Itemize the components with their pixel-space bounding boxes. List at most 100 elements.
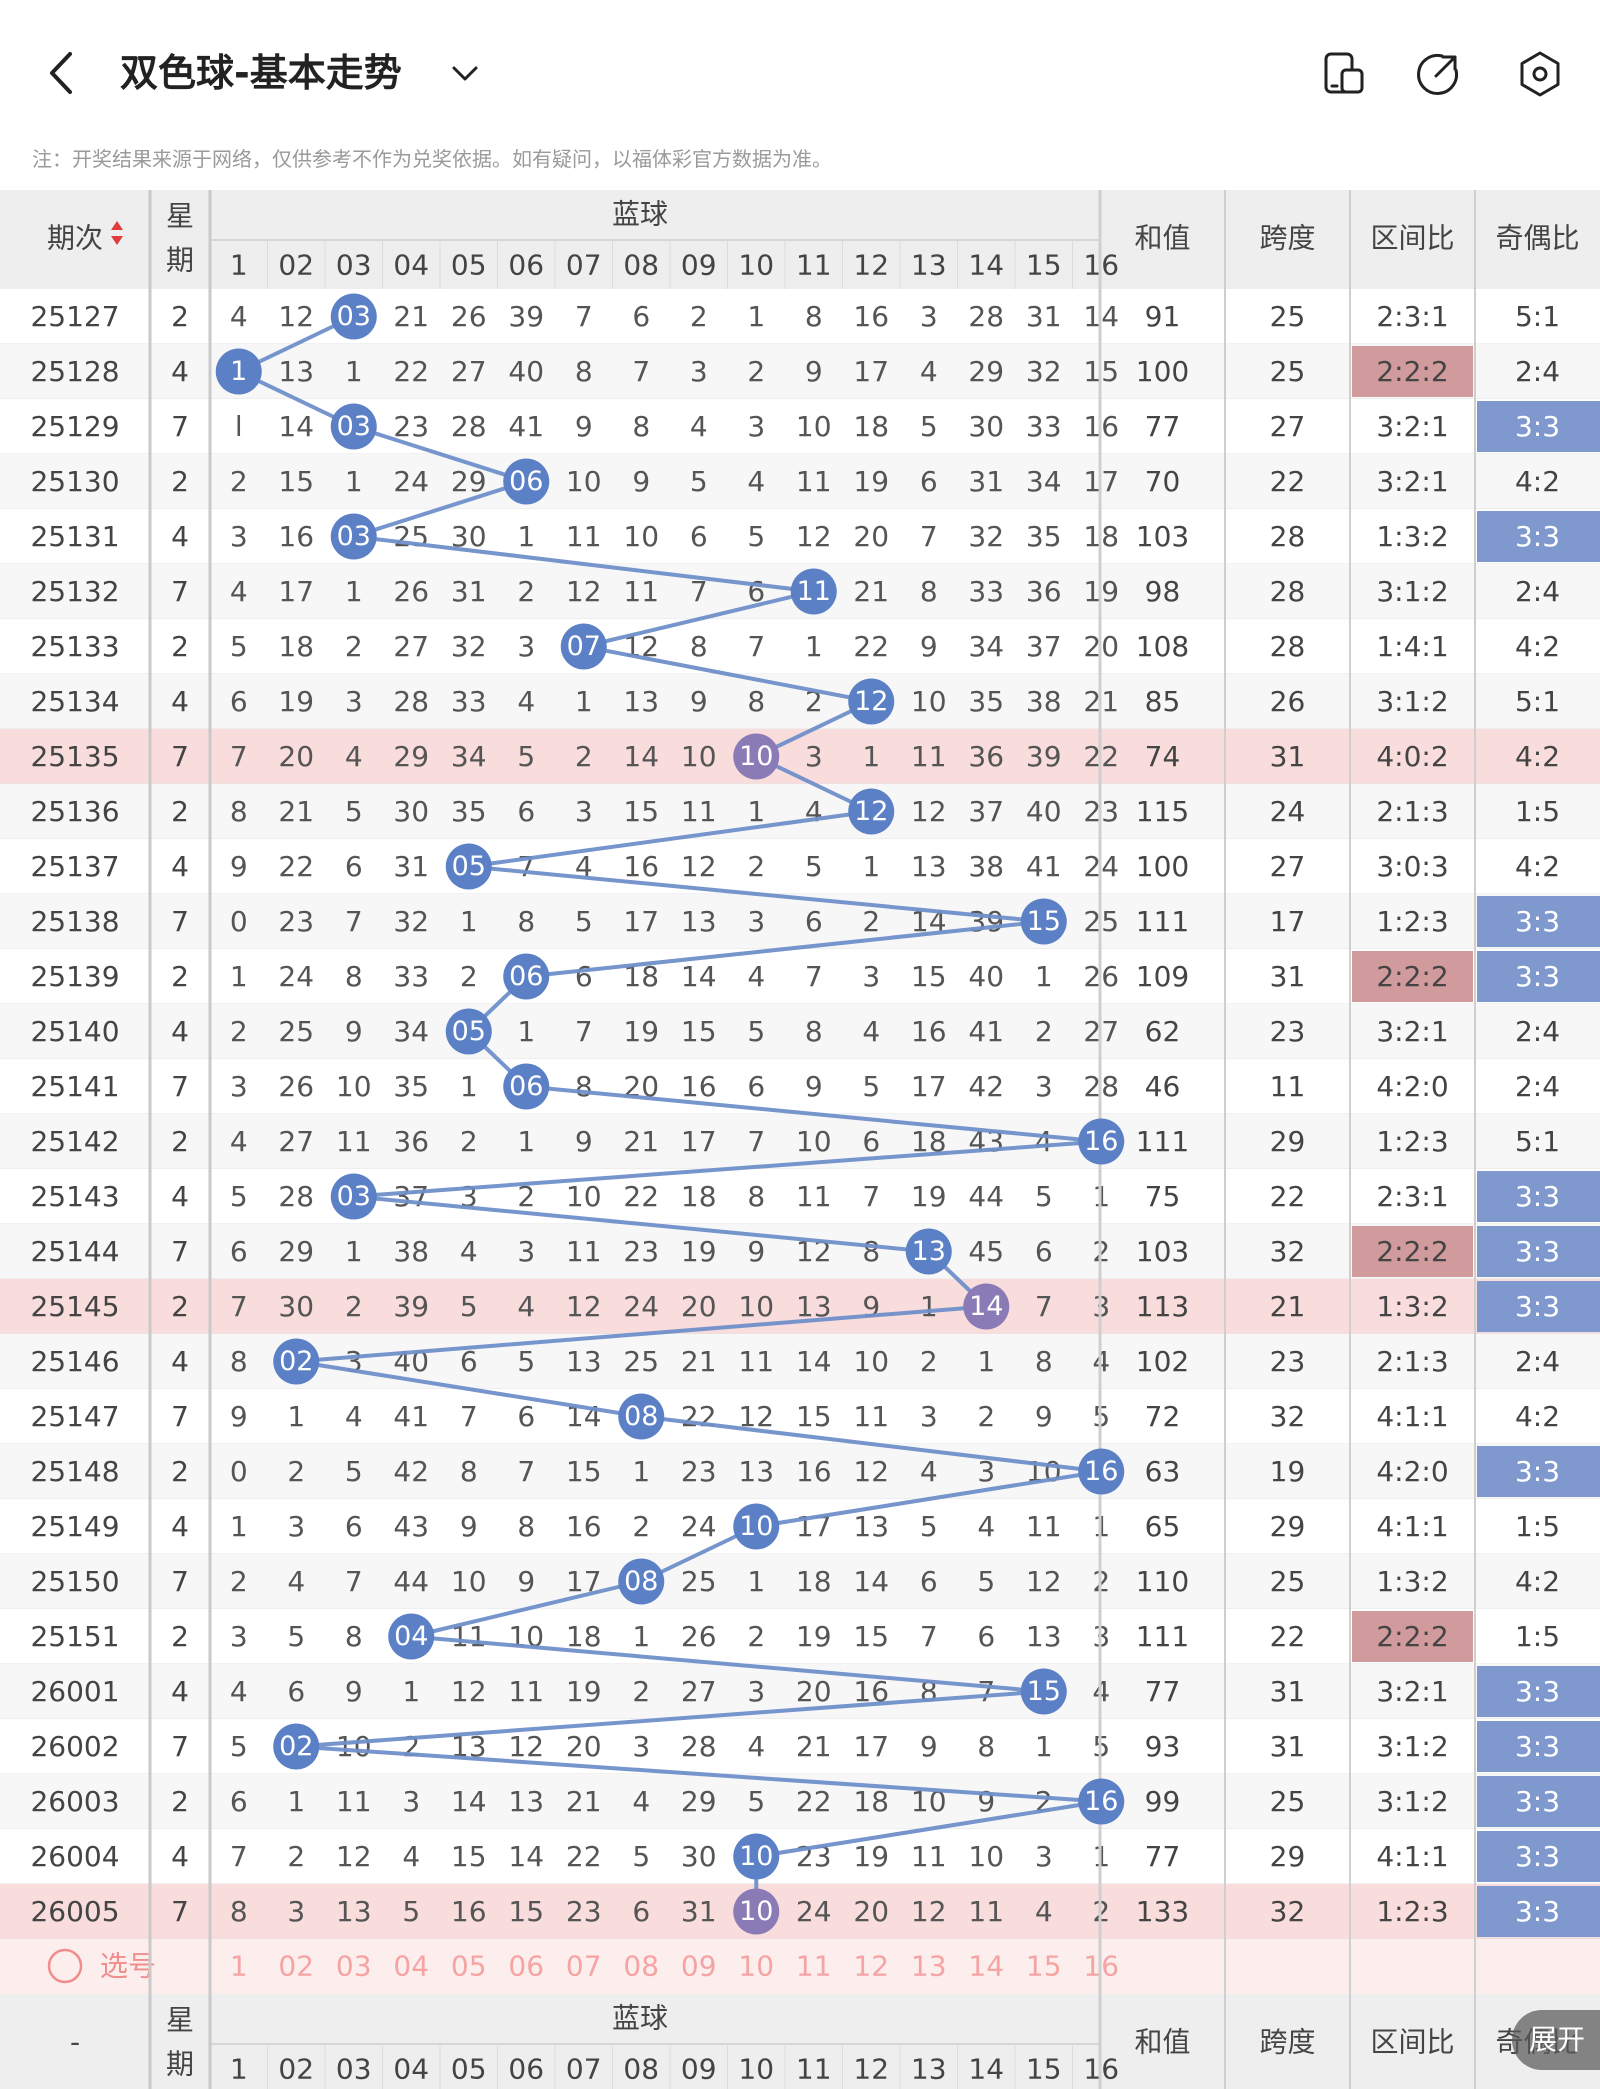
miss-count-cell: 15 [508,1895,544,1928]
odd-even-cell: 4:2 [1515,465,1560,498]
miss-count-cell: 20 [853,1895,889,1928]
miss-count-cell: 8 [460,1455,478,1488]
odd-even-highlight [1477,1721,1600,1772]
disclaimer-note: 注：开奖结果来源于网络，仅供参考不作为兑奖依据。如有疑问，以福体彩官方数据为准。 [32,147,832,171]
table-row [0,1444,1600,1499]
zone-ratio-cell: 3:1:2 [1376,575,1448,608]
share-icon[interactable] [1412,48,1464,100]
miss-count-cell: 13 [566,1345,602,1378]
miss-count-cell: 24 [393,465,429,498]
chevron-down-icon[interactable] [446,54,484,92]
miss-count-cell: 4 [805,795,823,828]
miss-count-cell: 8 [805,300,823,333]
miss-count-cell: 11 [911,740,947,773]
miss-count-cell: 4 [460,1235,478,1268]
odd-even-cell: 1:5 [1515,1620,1560,1653]
bottom-column-header: 04 [393,2053,429,2086]
odd-even-highlight [1477,896,1600,947]
zone-ratio-cell: 3:1:2 [1376,1730,1448,1763]
miss-count-cell: 18 [853,1785,889,1818]
blue-ball-hit [330,513,377,560]
period-cell: 25143 [30,1180,119,1213]
sum-cell: 115 [1136,795,1189,828]
miss-count-cell: 8 [920,575,938,608]
expand-button[interactable]: 展开 [1512,2010,1600,2070]
miss-count-cell: 2 [575,740,593,773]
zone-ratio-cell: 3:2:1 [1376,465,1448,498]
device-switch-icon[interactable] [1318,48,1370,100]
miss-count-cell: 2 [690,300,708,333]
miss-count-cell: 2 [230,465,248,498]
miss-count-cell: 22 [278,850,314,883]
blue-ball-number: 15 [1027,906,1061,937]
select-number: 1 [230,1950,248,1983]
span-cell: 21 [1270,1290,1306,1323]
odd-even-cell: 5:1 [1515,685,1560,718]
miss-count-cell: 17 [681,1125,717,1158]
miss-count-cell: 26 [451,300,487,333]
miss-count-cell: 8 [517,1510,535,1543]
miss-count-cell: 5 [747,1785,765,1818]
miss-count-cell: 7 [575,1015,593,1048]
miss-count-cell: 3 [345,685,363,718]
weekday-cell: 2 [171,960,189,993]
select-label: 选号 [100,1950,156,1983]
blue-ball-number: 05 [452,1016,486,1047]
miss-count-cell: 19 [681,1235,717,1268]
miss-count-cell: 6 [1035,1235,1053,1268]
miss-count-cell: 7 [1035,1290,1053,1323]
blue-ball-hit [445,843,492,890]
trend-grid: 期次星期蓝球1020304050607080910111213141516和值跨… [0,190,1600,2089]
miss-count-cell: 18 [278,630,314,663]
miss-count-cell: 37 [393,1180,429,1213]
miss-count-cell: 41 [1026,850,1062,883]
settings-icon[interactable] [1514,48,1566,100]
odd-even-cell: 3:3 [1515,1235,1560,1268]
miss-count-cell: 35 [451,795,487,828]
miss-count-cell: 7 [517,1455,535,1488]
weekday-cell: 4 [171,1345,189,1378]
blue-ball-hit [733,1888,780,1935]
sum-cell: 63 [1145,1455,1181,1488]
miss-count-cell: 20 [853,520,889,553]
sum-cell: 110 [1136,1565,1189,1598]
blue-ball-number: 06 [509,466,543,497]
miss-count-cell: 2 [345,1290,363,1323]
blue-ball-group-header: 蓝球 [612,198,668,231]
miss-count-cell: 2 [517,575,535,608]
miss-count-cell: 1 [1035,960,1053,993]
miss-count-cell: 11 [336,1785,372,1818]
back-arrow-icon[interactable] [38,48,88,98]
miss-count-cell: 11 [911,1840,947,1873]
sum-cell: 77 [1145,1675,1181,1708]
miss-count-cell: 5 [517,1345,535,1378]
miss-count-cell: 6 [632,300,650,333]
miss-count-cell: 25 [393,520,429,553]
miss-count-cell: 15 [911,960,947,993]
miss-count-cell: 26 [681,1620,717,1653]
zone-ratio-highlight [1352,346,1473,397]
blue-ball-hit [733,1833,780,1880]
odd-even-cell: 2:4 [1515,1015,1560,1048]
sum-cell: 85 [1145,685,1181,718]
miss-count-cell: 5 [747,1015,765,1048]
period-cell: 25139 [30,960,119,993]
miss-count-cell: 1 [345,1235,363,1268]
miss-count-cell: 12 [566,1290,602,1323]
miss-count-cell: 18 [853,410,889,443]
miss-count-cell: 40 [1026,795,1062,828]
miss-count-cell: 5 [402,1895,420,1928]
weekday-cell: 2 [171,465,189,498]
blue-ball-number: 08 [624,1566,658,1597]
blue-ball-hit [273,1723,320,1770]
miss-count-cell: 4 [345,1400,363,1433]
blue-ball-number: 10 [739,1896,773,1927]
miss-count-cell: 8 [747,685,765,718]
weekday-cell: 4 [171,1675,189,1708]
table-row [0,1719,1600,1774]
period-cell: 25135 [30,740,119,773]
miss-count-cell: 4 [632,1785,650,1818]
sum-cell: 77 [1145,1840,1181,1873]
miss-count-cell: 5 [230,1180,248,1213]
weekday-cell: 7 [171,575,189,608]
